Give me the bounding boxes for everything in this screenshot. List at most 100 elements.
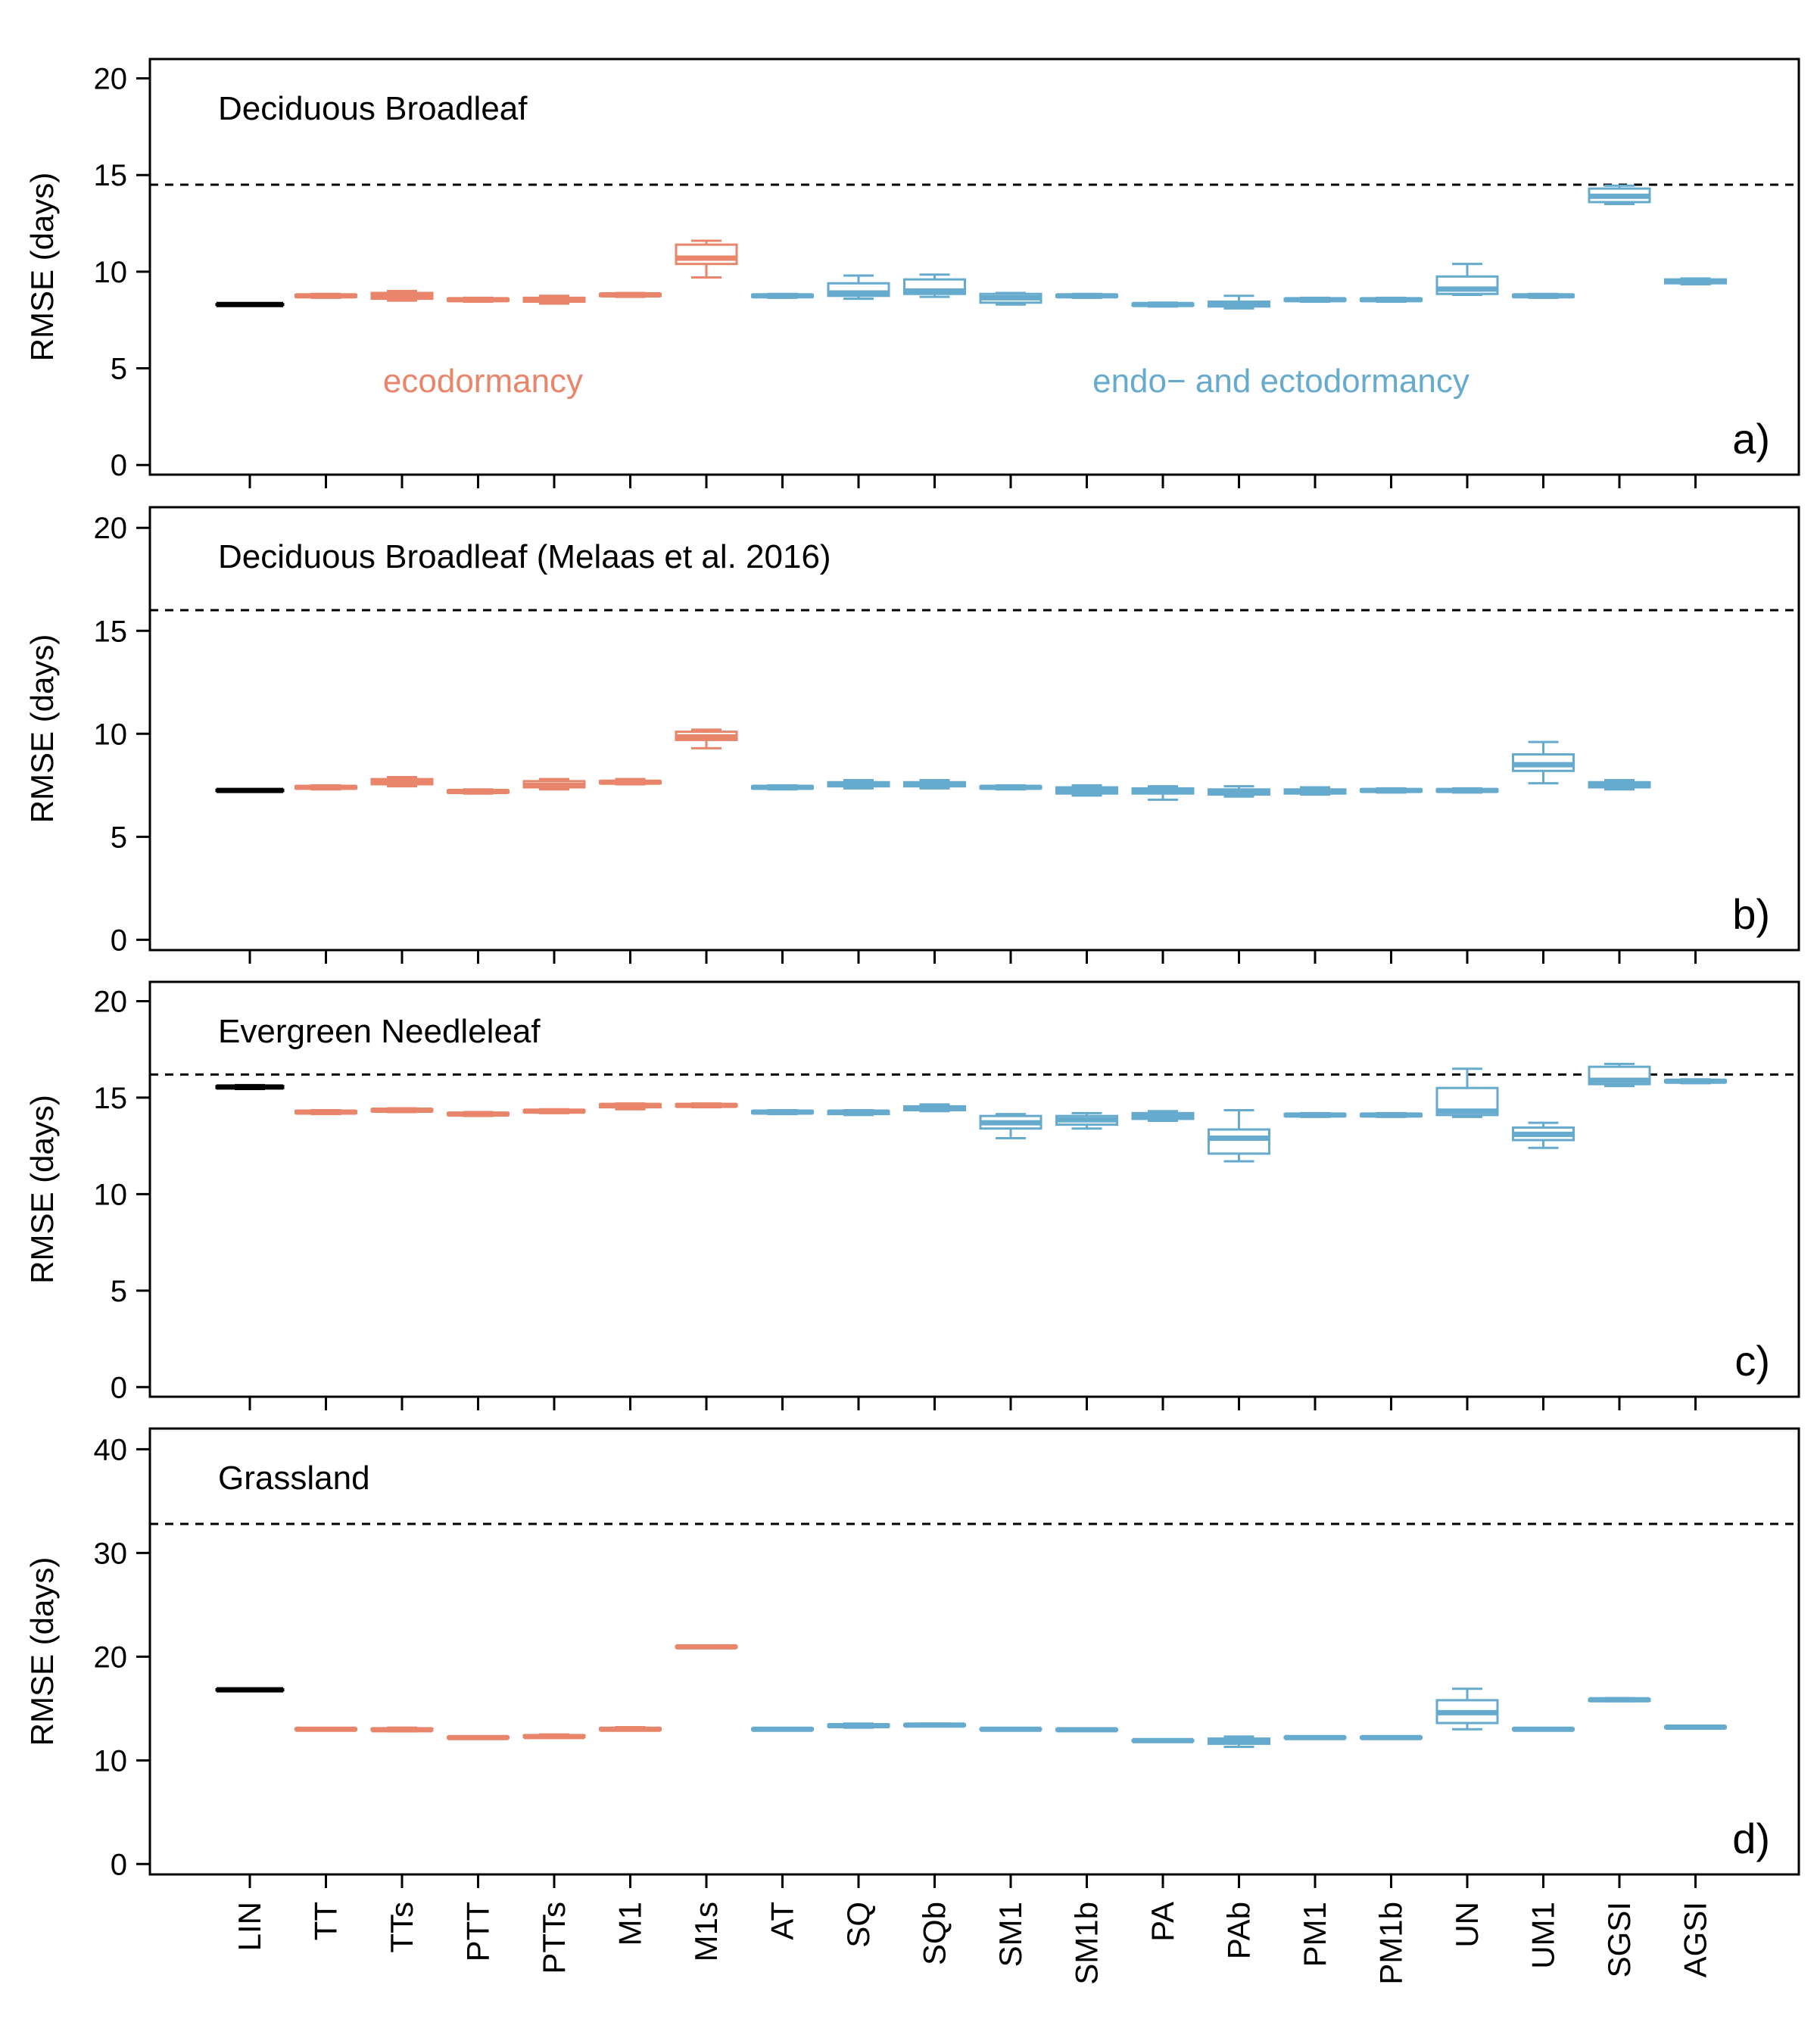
box-SGSI [1588,1062,1651,1088]
box-PA [1131,1737,1195,1743]
y-tick-label: 0 [111,1371,127,1404]
box-UN [1435,1687,1499,1731]
box-LIN [215,787,285,793]
panel-letter: b) [1732,890,1770,938]
y-axis-label: RMSE (days) [24,1557,60,1746]
box-iqr [1208,1128,1270,1155]
panel-title: Deciduous Broadleaf [218,90,528,127]
y-tick-label: 10 [94,1744,128,1778]
box-PM1b [1360,787,1423,794]
box-SQ [827,1722,890,1729]
x-category-label: UN [1449,1902,1485,1948]
box-PTT [447,788,510,795]
box-SM1b [1055,1111,1118,1130]
box-UN [1435,787,1499,794]
box-TTs [370,289,434,302]
box-PM1 [1283,1111,1347,1118]
x-category-label: AT [765,1902,800,1940]
y-axis-label: RMSE (days) [24,634,60,824]
box-PTT [447,1734,510,1740]
y-tick-label: 20 [94,63,128,96]
box-PAb [1208,1735,1270,1749]
panel-title: Grassland [218,1460,370,1497]
panel-frame [148,506,1800,952]
box-SM1 [979,291,1043,306]
box-TT [295,1108,357,1116]
box-PTT [447,1111,510,1117]
x-category-label: SQb [917,1902,952,1965]
panel-letter: d) [1732,1815,1770,1862]
y-tick-label: 20 [94,985,128,1018]
y-tick-label: 10 [94,256,128,289]
x-category-label: SM1 [993,1902,1028,1967]
box-M1 [599,1102,662,1111]
x-category-label: M1s [688,1902,724,1961]
box-SM1b [1055,292,1118,299]
group-label-endo-ecto: endo− and ectodormancy [1092,363,1469,400]
box-PTTs [522,1733,586,1740]
box-TT [295,784,357,791]
box-SQ [827,779,890,790]
y-tick-label: 15 [94,1082,128,1115]
x-category-label: SGSI [1601,1902,1637,1977]
box-SQb [903,779,966,790]
box-PM1 [1283,786,1347,796]
y-tick-label: 20 [94,1640,128,1674]
y-tick-label: 40 [94,1433,128,1466]
y-axis-label: RMSE (days) [24,1095,60,1284]
x-category-label: SQ [840,1902,876,1948]
box-M1s [675,1644,738,1650]
box-AGSI [1664,277,1727,285]
panel-frame [148,58,1800,476]
panel-b: 0 5 10 15 20 RMSE (days) Deciduous Broadleaf (… [24,506,1800,964]
box-SGSI [1588,1697,1651,1703]
box-SGSI [1588,779,1651,791]
box-SQ [827,274,890,301]
box-SGSI [1588,184,1651,206]
y-tick-label: 5 [111,353,127,386]
box-M1 [599,777,662,786]
y-tick-label: 5 [111,1275,127,1308]
panel-letter: c) [1734,1337,1770,1385]
panel-a: 0 5 10 15 20 RMSE (days) Deciduous Broadleaf a)… [24,58,1800,488]
box-M1 [599,291,662,298]
box-AT [751,292,814,299]
panel-frame [148,1427,1800,1876]
box-LIN [215,301,285,307]
x-category-label: PM1b [1373,1902,1409,1985]
x-category-label: UM1 [1526,1902,1561,1969]
box-SQb [903,1103,966,1113]
box-SQb [903,1722,966,1728]
box-PAb [1208,785,1270,798]
box-SM1 [979,784,1043,791]
box-SM1 [979,1726,1043,1732]
x-category-label: AGSI [1678,1902,1713,1977]
box-PA [1131,785,1195,801]
box-UM1 [1512,292,1575,299]
box-PAb [1208,294,1270,310]
y-tick-label: 15 [94,159,128,192]
box-AGSI [1664,1078,1727,1085]
box-TTs [370,1726,434,1733]
box-iqr [675,243,738,266]
panel-frame [148,980,1800,1398]
box-AT [751,784,814,791]
x-category-label: PA [1145,1902,1180,1942]
y-tick-label: 5 [111,821,127,854]
box-SM1b [1055,784,1118,797]
panel-c: 0 5 10 15 20 RMSE (days) Evergreen Needleleaf c… [24,980,1800,1410]
x-category-labels: LIN TT TTs PTT PTTs M1 M1s AT SQ SQb SM1 SM1b PA PAb P… [232,1902,1713,1985]
y-tick-label: 10 [94,1178,128,1211]
x-category-label: PAb [1221,1902,1257,1959]
box-UN [1435,1067,1499,1118]
group-label-ecodormancy: ecodormancy [383,363,583,400]
box-M1s [675,728,738,749]
y-tick-label: 0 [111,449,127,482]
y-axis-label: RMSE (days) [24,173,60,362]
box-AT [751,1108,814,1116]
box-TTs [370,1107,434,1114]
box-LIN [215,1083,285,1090]
box-UM1 [1512,740,1575,785]
